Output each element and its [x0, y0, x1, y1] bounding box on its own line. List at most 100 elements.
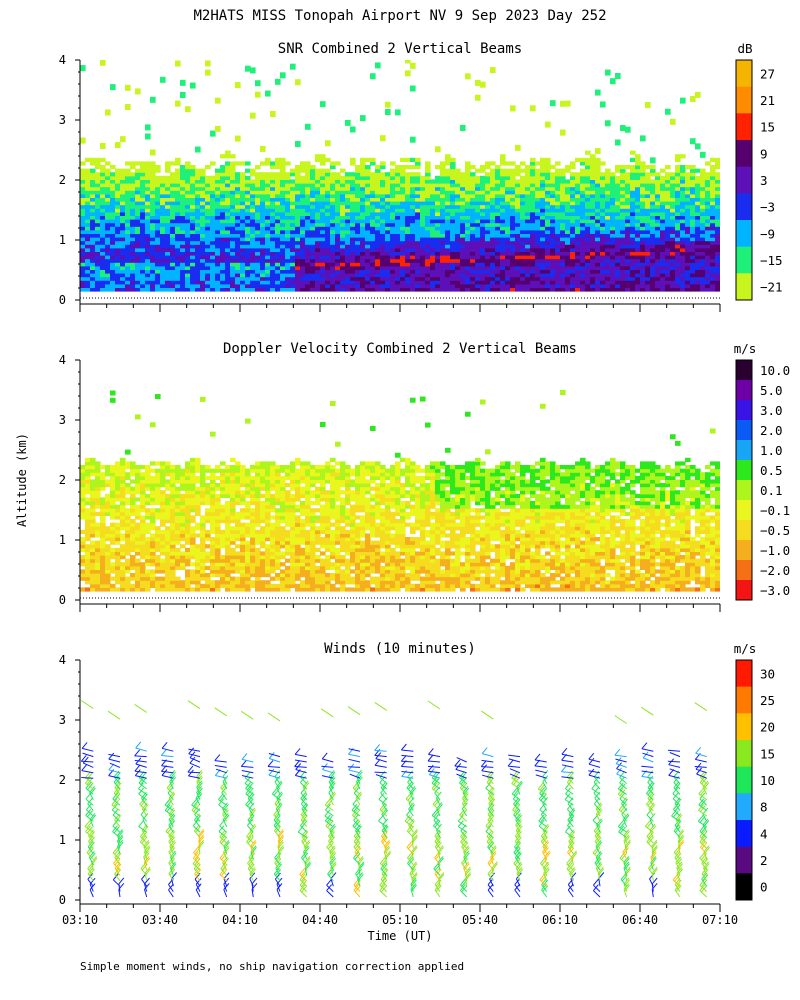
snr-cell — [105, 251, 111, 256]
doppler-cell — [120, 483, 126, 488]
snr-cell — [90, 233, 96, 238]
snr-cell — [530, 201, 536, 206]
snr-cell — [690, 190, 696, 195]
snr-cell — [520, 273, 526, 278]
snr-cell — [205, 262, 211, 267]
snr-cell — [675, 201, 681, 206]
snr-cell — [375, 226, 381, 231]
snr-cell — [620, 165, 626, 170]
snr-cell — [475, 229, 481, 234]
snr-cell — [335, 265, 341, 270]
snr-cell — [605, 251, 611, 256]
snr-cell — [615, 204, 621, 209]
doppler-cell — [120, 468, 126, 473]
snr-cell — [340, 280, 346, 285]
doppler-cell — [105, 526, 111, 531]
snr-cell — [440, 276, 446, 281]
snr-cell — [635, 283, 641, 288]
snr-cell — [410, 240, 416, 245]
doppler-cell — [95, 544, 101, 549]
snr-cell — [155, 280, 161, 285]
snr-cell — [200, 172, 206, 177]
snr-cell — [315, 211, 321, 216]
snr-cell — [625, 280, 631, 285]
snr-cell — [150, 251, 156, 256]
snr-cell — [145, 244, 151, 249]
snr-cell — [155, 197, 161, 202]
snr-cell — [190, 82, 196, 89]
snr-cell — [640, 135, 646, 142]
snr-cell — [280, 204, 286, 209]
snr-cell — [210, 283, 216, 288]
snr-cell — [155, 226, 161, 231]
snr-cell — [135, 258, 141, 263]
snr-cell — [325, 237, 331, 242]
snr-cell — [535, 280, 541, 285]
snr-cell — [205, 244, 211, 249]
snr-cell — [485, 190, 491, 195]
snr-cell — [570, 255, 576, 260]
snr-cell — [105, 204, 111, 209]
snr-cell — [505, 276, 511, 281]
snr-cell — [515, 165, 521, 170]
snr-cell — [265, 175, 271, 180]
snr-cell — [125, 197, 131, 202]
snr-cell — [685, 229, 691, 234]
snr-cell — [440, 273, 446, 278]
snr-cell — [525, 190, 531, 195]
snr-cell — [385, 215, 391, 220]
snr-cell — [245, 161, 251, 166]
snr-cell — [125, 280, 131, 285]
doppler-cell — [115, 486, 121, 491]
snr-cell — [560, 222, 566, 227]
snr-cell — [165, 208, 171, 213]
snr-cell — [585, 255, 591, 260]
snr-cell — [375, 237, 381, 242]
snr-cell — [230, 219, 236, 224]
snr-cell — [125, 222, 131, 227]
doppler-cell — [130, 461, 136, 466]
snr-cell — [630, 276, 636, 281]
snr-cell — [710, 265, 716, 270]
doppler-cell — [130, 547, 136, 552]
snr-cell — [475, 186, 481, 191]
snr-cell — [345, 280, 351, 285]
snr-cell — [300, 237, 306, 242]
snr-cell — [110, 244, 116, 249]
doppler-cell — [135, 576, 141, 581]
snr-cell — [265, 222, 271, 227]
snr-cell — [705, 215, 711, 220]
snr-cell — [250, 276, 256, 281]
snr-cell — [460, 186, 466, 191]
snr-cell — [680, 179, 686, 184]
snr-cell — [645, 219, 651, 224]
snr-cell — [360, 211, 366, 216]
snr-cell — [480, 240, 486, 245]
snr-cell — [550, 283, 556, 288]
snr-cell — [335, 190, 341, 195]
snr-cell — [160, 76, 166, 83]
snr-cell — [415, 172, 421, 177]
snr-cell — [695, 193, 701, 198]
snr-cell — [270, 222, 276, 227]
snr-cell — [470, 165, 476, 170]
snr-cell — [190, 208, 196, 213]
snr-cell — [310, 222, 316, 227]
snr-cell — [405, 269, 411, 274]
snr-cell — [245, 233, 251, 238]
snr-cell — [125, 251, 131, 256]
snr-cell — [340, 175, 346, 180]
snr-cell — [640, 204, 646, 209]
snr-cell — [170, 265, 176, 270]
snr-cell — [190, 165, 196, 170]
snr-cell — [225, 201, 231, 206]
snr-cell — [350, 211, 356, 216]
snr-cell — [670, 229, 676, 234]
snr-cell — [630, 244, 636, 249]
snr-cell — [270, 251, 276, 256]
snr-cell — [425, 183, 431, 188]
snr-cell — [615, 287, 621, 292]
snr-cell — [570, 276, 576, 281]
snr-cell — [390, 161, 396, 166]
snr-cell — [375, 175, 381, 180]
